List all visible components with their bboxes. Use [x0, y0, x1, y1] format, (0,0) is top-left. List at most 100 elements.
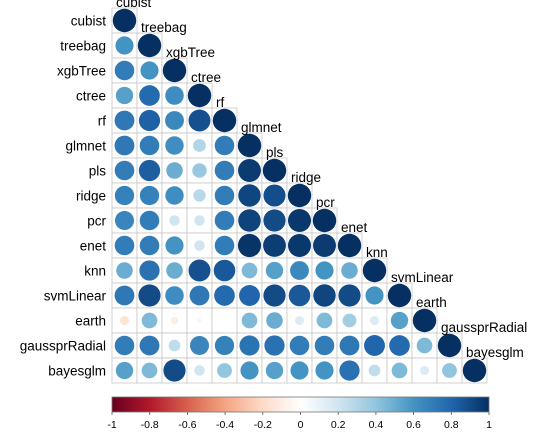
corr-circle-knn-ctree [188, 259, 211, 282]
corr-circle-knn-ridge [290, 261, 309, 280]
row-label-treebag: treebag [60, 39, 106, 54]
corr-circle-bayesglm-gaussprRadial [442, 363, 457, 378]
row-label-cubist: cubist [71, 14, 107, 29]
col-label-pls: pls [266, 145, 284, 160]
corr-circle-ridge-xgbTree [165, 186, 184, 205]
colorbar-tick-label: -0.2 [254, 419, 272, 431]
corr-circle-rf-xgbTree [165, 111, 184, 130]
row-label-pls: pls [89, 164, 107, 179]
corr-circle-gaussprRadial-rf [214, 335, 235, 356]
corr-circle-enet-pls [263, 234, 286, 257]
corr-circle-glmnet-glmnet [237, 133, 262, 158]
corr-circle-knn-treebag [139, 260, 160, 281]
corr-circle-svmLinear-ctree [189, 285, 210, 306]
corr-circle-earth-xgbTree [170, 316, 179, 325]
corr-circle-xgbTree-cubist [114, 60, 135, 81]
corr-circle-xgbTree-treebag [140, 61, 159, 80]
corr-circle-ridge-pls [263, 184, 286, 207]
corr-circle-bayesglm-pls [265, 361, 284, 380]
corr-circle-enet-pcr [313, 234, 336, 257]
correlation-cells [111, 7, 488, 384]
corr-circle-ridge-ridge [287, 183, 312, 208]
corr-circle-gaussprRadial-pls [264, 335, 285, 356]
colorbar-tick-label: 0.8 [444, 419, 459, 431]
corr-circle-ridge-treebag [139, 185, 160, 206]
corr-circle-gaussprRadial-treebag [139, 335, 160, 356]
colorbar-tick-label: -0.4 [216, 419, 234, 431]
row-label-earth: earth [75, 314, 106, 329]
colorbar-tick-label: -1 [107, 419, 116, 431]
corr-circle-pcr-pls [263, 209, 286, 232]
corr-circle-pcr-rf [214, 210, 235, 231]
corr-circle-ctree-cubist [115, 86, 134, 105]
corr-circle-pcr-pcr [312, 208, 337, 233]
corr-circle-enet-rf [214, 235, 235, 256]
corr-circle-gaussprRadial-ctree [189, 335, 210, 356]
corr-circle-bayesglm-xgbTree [163, 359, 186, 382]
corr-circle-knn-enet [341, 262, 358, 279]
row-label-enet: enet [80, 239, 107, 254]
col-label-bayesglm: bayesglm [466, 345, 524, 360]
color-legend: -1 -0.8 -0.6 -0.4 -0.2 0 0.2 0.4 0.6 0.8 1 [107, 396, 492, 431]
corr-circle-svmLinear-treebag [138, 284, 161, 307]
corr-circle-knn-knn [362, 258, 387, 283]
corr-circle-gaussprRadial-gaussprRadial [437, 333, 462, 358]
corr-circle-pls-xgbTree [166, 162, 183, 179]
col-label-rf: rf [216, 95, 224, 110]
corr-circle-enet-enet [337, 233, 362, 258]
corr-circle-earth-ridge [294, 315, 305, 326]
col-label-enet: enet [341, 220, 368, 235]
corr-circle-knn-rf [213, 259, 236, 282]
corr-circle-rf-ctree [188, 109, 211, 132]
colorbar-ticks: -1 -0.8 -0.6 -0.4 -0.2 0 0.2 0.4 0.6 0.8 1 [107, 412, 492, 431]
corr-circle-bayesglm-glmnet [240, 361, 259, 380]
corr-circle-enet-cubist [114, 235, 135, 256]
corr-circle-rf-cubist [114, 110, 135, 131]
corr-circle-gaussprRadial-cubist [114, 335, 135, 356]
corr-circle-enet-treebag [139, 235, 160, 256]
col-label-ctree: ctree [191, 70, 221, 85]
corr-circle-ridge-glmnet [238, 184, 261, 207]
corr-circle-treebag-treebag [137, 33, 162, 58]
corr-circle-earth-treebag [141, 312, 158, 329]
corr-circle-bayesglm-cubist [115, 361, 134, 380]
corr-circle-pls-pls [262, 158, 287, 183]
colorbar-tick-label: 0 [298, 419, 304, 431]
corr-circle-knn-pcr [315, 261, 334, 280]
row-label-ctree: ctree [76, 89, 106, 104]
row-label-xgbTree: xgbTree [57, 64, 106, 79]
corr-circle-treebag-cubist [115, 36, 134, 55]
col-label-ridge: ridge [291, 170, 321, 185]
corr-circle-pcr-ctree [194, 215, 205, 226]
corr-circle-ridge-rf [214, 185, 235, 206]
row-label-pcr: pcr [87, 214, 106, 229]
corr-circle-enet-ridge [287, 233, 312, 258]
corr-circle-bayesglm-earth [419, 365, 430, 376]
corr-circle-pcr-xgbTree [169, 215, 180, 226]
corr-circle-glmnet-xgbTree [165, 136, 184, 155]
colorbar-tick-label: 0.6 [406, 419, 421, 431]
corr-circle-svmLinear-pls [263, 284, 286, 307]
col-label-knn: knn [366, 245, 388, 260]
corr-circle-svmLinear-pcr [313, 284, 336, 307]
corr-circle-pcr-treebag [139, 210, 160, 231]
corr-circle-bayesglm-svmLinear [391, 362, 408, 379]
corr-circle-glmnet-treebag [139, 135, 160, 156]
row-label-knn: knn [84, 264, 106, 279]
corr-circle-svmLinear-glmnet [239, 285, 260, 306]
corr-circle-gaussprRadial-glmnet [239, 335, 260, 356]
corr-circle-pls-cubist [114, 160, 135, 181]
corr-circle-enet-xgbTree [165, 236, 184, 255]
corr-circle-glmnet-ctree [193, 139, 206, 152]
corr-circle-svmLinear-svmLinear [387, 283, 412, 308]
corr-circle-gaussprRadial-pcr [314, 335, 335, 356]
corr-circle-pcr-ridge [287, 208, 312, 233]
row-label-glmnet: glmnet [65, 139, 106, 154]
corr-circle-glmnet-rf [214, 135, 235, 156]
corr-circle-ctree-xgbTree [165, 86, 184, 105]
corr-circle-svmLinear-rf [214, 285, 235, 306]
corr-circle-earth-cubist [119, 315, 130, 326]
corr-circle-gaussprRadial-ridge [289, 335, 310, 356]
corr-circle-rf-rf [212, 108, 237, 133]
